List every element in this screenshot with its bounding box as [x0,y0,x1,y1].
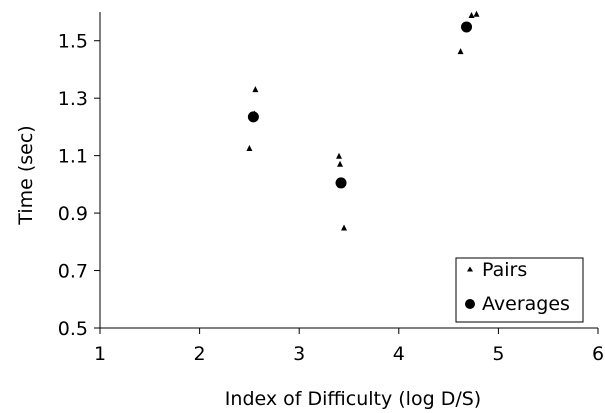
legend-box [455,257,584,323]
averages-point [461,21,473,33]
legend-averages-marker [465,299,475,309]
x-tick-label: 5 [492,343,504,365]
legend-pairs-label: Pairs [482,259,527,281]
y-tick-label: 1.3 [58,88,88,110]
pairs-point [457,48,464,55]
y-tick-label: 0.5 [58,318,88,340]
x-tick-label: 1 [94,343,106,365]
legend-pairs-marker [467,266,473,272]
averages-point [247,111,259,123]
pairs-point [337,160,344,167]
x-tick-label: 6 [592,343,604,365]
x-tick-label: 4 [393,343,405,365]
averages-point [335,177,347,189]
pairs-point [341,224,348,231]
y-axis-title: Time (sec) [15,125,37,225]
y-tick-label: 0.9 [58,203,88,225]
pairs-point [336,152,343,159]
ticks: 0.5 0.7 0.9 1.1 1.3 1.5 1 2 3 4 5 6 [58,31,604,365]
x-tick-label: 3 [293,343,305,365]
pairs-point [246,144,253,151]
y-tick-label: 1.1 [58,146,88,168]
pairs-point [468,11,475,18]
x-axis-title: Index of Difficulty (log D/S) [225,388,481,410]
y-tick-label: 1.5 [58,31,88,53]
y-tick-label: 0.7 [58,261,88,283]
legend-averages-label: Averages [482,293,570,315]
pairs-point [473,10,480,17]
legend: Pairs Averages [455,257,584,323]
pairs-point [252,86,259,93]
axes [99,12,598,329]
x-tick-label: 2 [194,343,206,365]
data-points [246,10,480,231]
